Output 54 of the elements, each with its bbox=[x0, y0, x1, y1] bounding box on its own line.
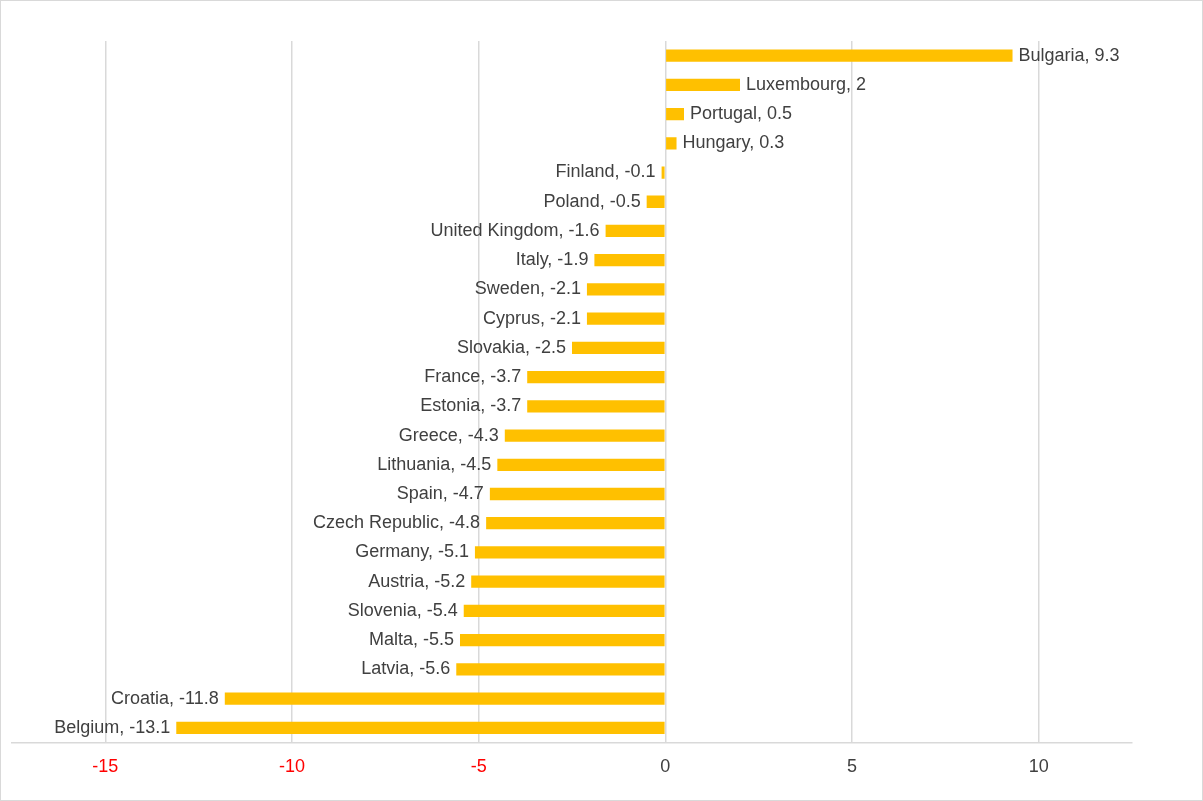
data-label: Cyprus, -2.1 bbox=[482, 307, 581, 328]
bar bbox=[497, 458, 665, 471]
data-label: Malta, -5.5 bbox=[368, 629, 454, 650]
data-label: Czech Republic, -4.8 bbox=[313, 512, 481, 533]
bar bbox=[489, 487, 665, 501]
bar bbox=[666, 78, 740, 91]
data-label: Italy, -1.9 bbox=[515, 249, 589, 270]
x-tick-label: -5 bbox=[470, 756, 487, 777]
bar bbox=[572, 341, 665, 354]
bar bbox=[504, 429, 665, 442]
data-label: Finland, -0.1 bbox=[555, 161, 656, 182]
data-label: Estonia, -3.7 bbox=[420, 395, 522, 416]
data-label: Croatia, -11.8 bbox=[111, 687, 219, 708]
x-tick-label: 0 bbox=[660, 756, 671, 777]
data-label: United Kingdom, -1.6 bbox=[430, 219, 600, 240]
bar bbox=[224, 692, 665, 705]
bar bbox=[586, 283, 665, 296]
x-tick-label: 10 bbox=[1028, 756, 1049, 777]
data-label: Lithuania, -4.5 bbox=[377, 453, 492, 474]
bar bbox=[463, 604, 665, 618]
data-label: Greece, -4.3 bbox=[398, 424, 499, 445]
data-label: Portugal, 0.5 bbox=[690, 103, 793, 124]
bar bbox=[176, 721, 665, 734]
data-label: Slovakia, -2.5 bbox=[456, 336, 566, 357]
bar bbox=[594, 254, 665, 267]
bar bbox=[666, 49, 1013, 62]
data-label: Hungary, 0.3 bbox=[682, 132, 785, 153]
x-tick-label: -10 bbox=[278, 756, 306, 777]
data-label: Bulgaria, 9.3 bbox=[1018, 44, 1120, 65]
x-tick-label: -15 bbox=[92, 756, 119, 777]
data-label: Belgium, -13.1 bbox=[54, 716, 171, 737]
data-label: Slovenia, -5.4 bbox=[347, 599, 458, 620]
bar bbox=[646, 195, 665, 208]
bar bbox=[661, 166, 665, 179]
bar bbox=[456, 663, 665, 676]
bar bbox=[586, 312, 665, 325]
data-label: Sweden, -2.1 bbox=[474, 278, 581, 299]
data-label: Poland, -0.5 bbox=[543, 190, 641, 211]
x-tick-label: 5 bbox=[846, 756, 858, 777]
data-label: Germany, -5.1 bbox=[355, 541, 469, 562]
data-label: Spain, -4.7 bbox=[396, 482, 484, 503]
bar bbox=[605, 224, 665, 238]
bar bbox=[527, 370, 665, 384]
bar bbox=[666, 107, 684, 121]
bar bbox=[474, 546, 665, 559]
bar bbox=[666, 137, 677, 150]
data-label: France, -3.7 bbox=[424, 366, 522, 387]
data-label: Latvia, -5.6 bbox=[361, 658, 451, 679]
bar bbox=[460, 633, 665, 647]
data-label: Austria, -5.2 bbox=[368, 570, 466, 591]
bar bbox=[471, 575, 665, 588]
data-label: Luxembourg, 2 bbox=[746, 73, 867, 94]
bar bbox=[527, 400, 665, 413]
bar bbox=[486, 517, 665, 530]
